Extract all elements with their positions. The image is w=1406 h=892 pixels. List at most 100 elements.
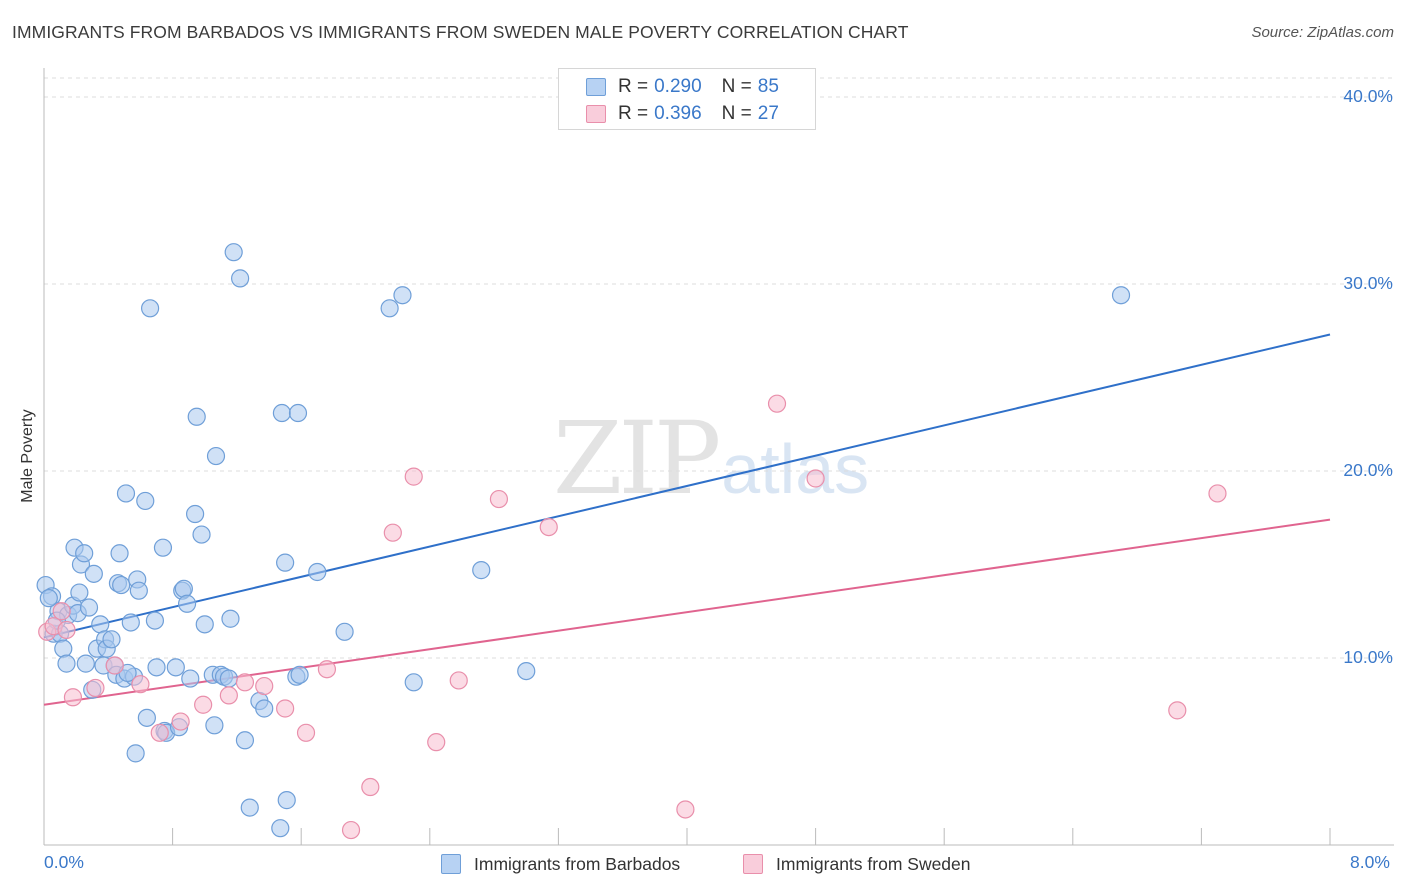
- barbados-point: [116, 484, 136, 503]
- barbados-point: [380, 299, 399, 318]
- barbados-point: [240, 798, 259, 817]
- barbados-point: [192, 525, 211, 544]
- trend-lines: [43, 333, 1331, 706]
- sweden-point: [449, 671, 468, 690]
- barbados-point: [255, 699, 274, 718]
- barbados-point: [76, 654, 95, 673]
- sweden-point: [131, 675, 150, 694]
- barbados-point: [404, 673, 423, 692]
- watermark-atlas: atlas: [721, 430, 870, 508]
- y-tick-label: 30.0%: [1343, 273, 1393, 293]
- sweden-swatch: [586, 105, 606, 123]
- barbados-point: [195, 615, 214, 634]
- barbados-point: [110, 544, 129, 563]
- r-value: 0.396: [654, 103, 702, 124]
- legend-item-barbados[interactable]: Immigrants from Barbados: [441, 852, 680, 876]
- barbados-point: [276, 553, 295, 572]
- sweden-point: [296, 723, 316, 742]
- barbados-point: [70, 583, 89, 602]
- sweden-point: [219, 686, 238, 705]
- barbados-point: [271, 819, 290, 838]
- sweden-point: [1168, 701, 1187, 720]
- sweden-point: [194, 695, 213, 714]
- sweden-point: [63, 688, 83, 707]
- sweden-point: [427, 733, 446, 752]
- sweden-point: [317, 660, 337, 679]
- barbados-point: [57, 654, 76, 673]
- sweden-point: [404, 467, 423, 486]
- sweden-point: [86, 678, 105, 698]
- legend-label: Immigrants from Sweden: [776, 853, 971, 874]
- n-label: N =: [721, 103, 752, 124]
- barbados-point: [112, 575, 131, 595]
- legend-item-sweden[interactable]: Immigrants from Sweden: [743, 852, 971, 876]
- sweden-trend-line: [43, 518, 1331, 706]
- barbados-point: [186, 504, 205, 524]
- r-label: R =: [618, 76, 649, 97]
- r-label: R =: [618, 103, 649, 124]
- barbados-point: [205, 716, 224, 735]
- barbados-point: [137, 708, 156, 727]
- n-value: 85: [757, 76, 779, 97]
- sweden-point: [52, 602, 71, 621]
- sweden-legend-swatch: [743, 854, 763, 874]
- sweden-point: [1208, 484, 1227, 503]
- barbados-point: [153, 538, 173, 557]
- r-value: 0.290: [654, 76, 702, 97]
- sweden-point: [341, 820, 361, 840]
- barbados-point: [39, 589, 58, 608]
- barbados-point: [235, 731, 255, 750]
- sweden-point: [255, 676, 274, 696]
- legend-label: Immigrants from Barbados: [474, 853, 681, 874]
- stats-legend: R = 0.290 N = 85 R = 0.396 N = 27: [558, 68, 816, 130]
- barbados-trend-line: [43, 333, 1331, 639]
- barbados-point: [75, 544, 94, 563]
- barbados-point: [393, 286, 412, 305]
- barbados-point: [102, 630, 121, 649]
- barbados-point: [221, 609, 240, 628]
- barbados-point: [177, 594, 197, 613]
- axes: [43, 68, 1394, 846]
- barbados-point: [290, 665, 309, 684]
- x-tick-label-max: 8.0%: [1350, 852, 1390, 872]
- sweden-point: [361, 777, 380, 797]
- sweden-point: [57, 620, 76, 640]
- barbados-point: [79, 598, 99, 617]
- barbados-point: [181, 669, 200, 688]
- barbados-point: [288, 403, 308, 423]
- sweden-point: [383, 523, 402, 542]
- x-tick-label-min: 0.0%: [44, 852, 84, 872]
- barbados-point: [126, 744, 145, 763]
- n-label: N =: [721, 76, 752, 97]
- barbados-point: [1111, 286, 1131, 305]
- barbados-point: [272, 403, 292, 423]
- data-points: [36, 243, 1227, 840]
- barbados-point: [84, 564, 103, 583]
- chart-title: IMMIGRANTS FROM BARBADOS VS IMMIGRANTS F…: [12, 22, 909, 42]
- sweden-point: [105, 656, 124, 675]
- barbados-point: [308, 562, 327, 582]
- barbados-point: [166, 658, 185, 677]
- sweden-point: [539, 517, 558, 537]
- barbados-point: [129, 581, 148, 600]
- barbados-swatch: [586, 78, 606, 96]
- barbados-point: [224, 243, 243, 262]
- sweden-point: [150, 723, 169, 742]
- barbados-point: [187, 407, 206, 426]
- barbados-point: [335, 622, 354, 641]
- barbados-point: [206, 446, 226, 466]
- barbados-point: [54, 639, 73, 658]
- stats-row-barbados: R = 0.290 N = 85: [586, 75, 779, 99]
- sweden-point: [276, 699, 295, 718]
- n-value: 27: [757, 103, 779, 124]
- barbados-point: [121, 613, 140, 632]
- source-credit: Source: ZipAtlas.com: [1251, 24, 1394, 41]
- sweden-point: [489, 489, 509, 509]
- sweden-point: [767, 394, 787, 413]
- barbados-point: [517, 661, 536, 681]
- sweden-point: [676, 800, 695, 819]
- barbados-point: [174, 579, 193, 598]
- barbados-point: [136, 491, 155, 511]
- barbados-legend-swatch: [441, 854, 461, 874]
